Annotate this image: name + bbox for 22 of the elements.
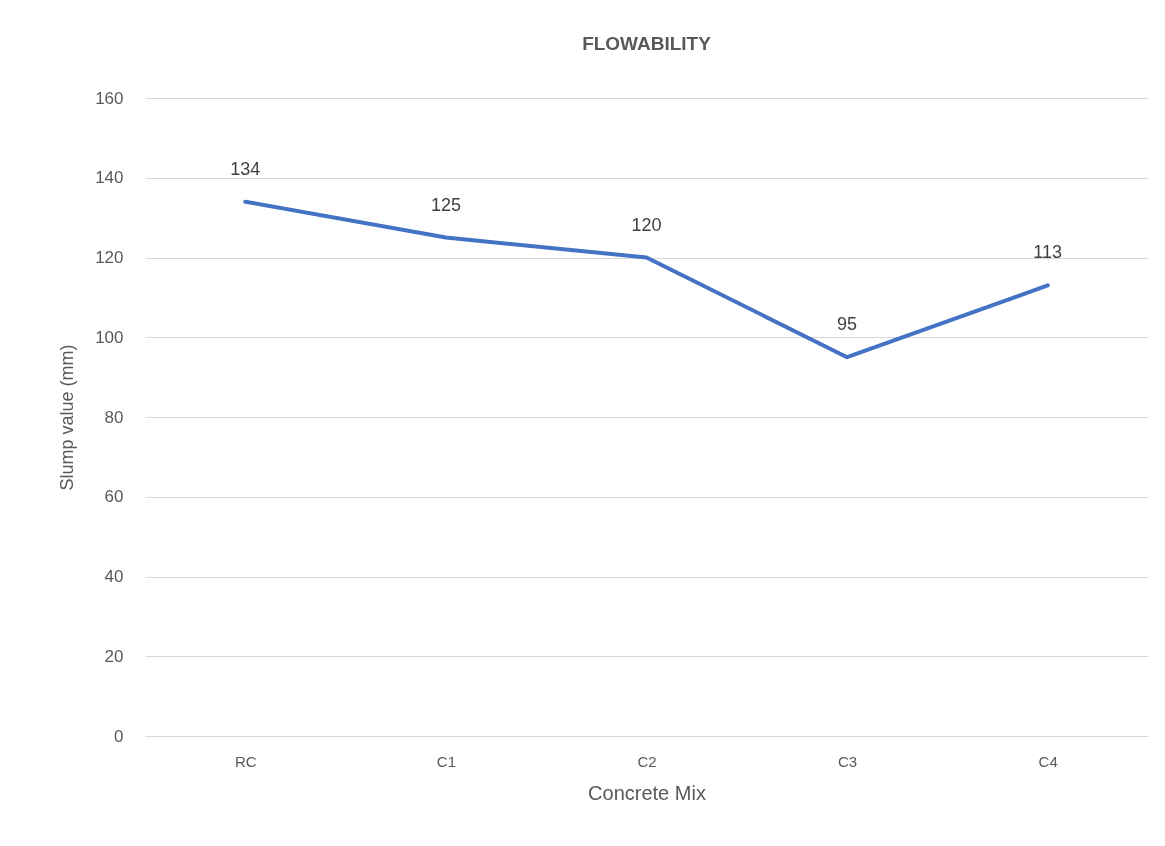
y-tick-label: 100 <box>95 327 124 347</box>
x-axis-title: Concrete Mix <box>588 781 706 804</box>
y-tick-label: 20 <box>104 646 124 666</box>
x-tick-label: RC <box>234 752 257 770</box>
data-label: 120 <box>631 214 662 235</box>
y-tick-label: 120 <box>95 248 124 267</box>
y-tick-label: 40 <box>104 567 124 586</box>
y-tick-label: 160 <box>95 88 124 108</box>
y-axis-title: Slump value (mm) <box>57 344 78 491</box>
y-tick-label: 60 <box>104 487 124 507</box>
y-tick-label: 0 <box>114 726 124 746</box>
data-label: 134 <box>230 158 261 179</box>
data-label: 95 <box>837 314 858 335</box>
y-tick-label: 140 <box>95 168 124 188</box>
data-label: 125 <box>430 194 461 215</box>
x-tick-label: C3 <box>838 752 858 770</box>
x-tick-label: C4 <box>1038 752 1058 770</box>
x-tick-label: C2 <box>637 752 657 770</box>
data-label: 113 <box>1033 242 1063 263</box>
y-tick-label: 80 <box>104 407 124 427</box>
chart-title: FLOWABILITY <box>582 33 712 54</box>
x-tick-label: C1 <box>436 752 456 770</box>
